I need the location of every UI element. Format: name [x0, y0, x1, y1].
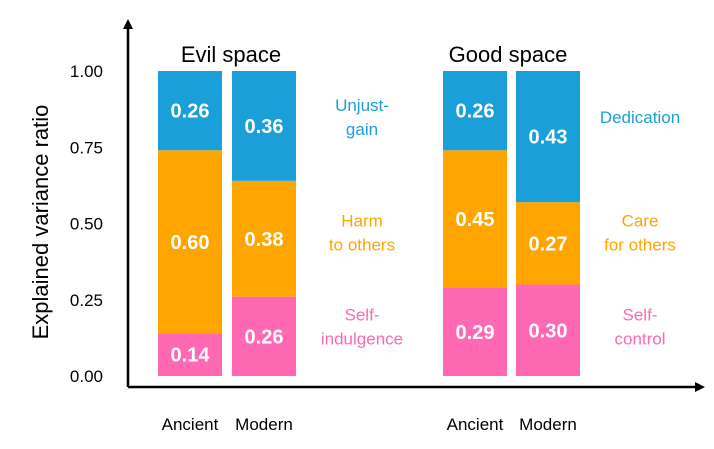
bar-segment — [158, 333, 222, 376]
series-label: Dedication — [600, 108, 680, 127]
bar-value-label: 0.30 — [529, 320, 568, 342]
x-category-label: Modern — [235, 415, 293, 434]
group-title: Good space — [449, 42, 568, 67]
bar-value-label: 0.14 — [171, 345, 211, 367]
bar-value-label: 0.36 — [245, 116, 284, 138]
bar-value-label: 0.26 — [456, 101, 495, 123]
y-tick-labels: 0.00 0.25 0.50 0.75 1.00 — [70, 62, 103, 386]
y-tick-label: 1.00 — [70, 62, 103, 81]
bar-segment — [516, 284, 580, 376]
series-label: Self-control — [614, 306, 665, 349]
bar-segment — [516, 71, 580, 203]
group-title: Evil space — [181, 42, 281, 67]
y-tick-label: 0.50 — [70, 215, 103, 234]
bar-segment — [232, 180, 296, 297]
series-label: Care for others — [604, 212, 676, 255]
bar-value-label: 0.26 — [245, 326, 284, 348]
bar-segment — [232, 71, 296, 181]
bar-value-label: 0.29 — [456, 322, 495, 344]
bar-segment — [232, 296, 296, 376]
bars: 0.14 0.60 0.26 0.26 0.38 0.36 0.29 0.45 0.26 0.30… — [158, 71, 580, 376]
bar-segment — [443, 287, 507, 376]
bar-segment — [443, 71, 507, 151]
y-axis: Explained variance ratio — [28, 19, 133, 387]
series-label: Self-indulgence — [321, 306, 403, 349]
x-category-label: Ancient — [447, 415, 504, 434]
bar-value-label: 0.43 — [529, 127, 568, 149]
x-category-label: Modern — [519, 415, 577, 434]
series-label: Unjust-gain — [335, 96, 389, 139]
y-tick-label: 0.00 — [70, 367, 103, 386]
bar-value-label: 0.27 — [529, 233, 568, 255]
series-label: Harm to others — [329, 212, 395, 255]
x-category-label: Ancient — [162, 415, 219, 434]
bar-value-label: 0.38 — [245, 229, 284, 251]
y-tick-label: 0.75 — [70, 138, 103, 157]
bar-value-label: 0.26 — [171, 101, 210, 123]
y-axis-title: Explained variance ratio — [28, 105, 53, 340]
bar-segment — [516, 202, 580, 285]
y-tick-label: 0.25 — [70, 291, 103, 310]
annotations: Evil space Ancient Modern Self-indulgence Ha… — [162, 42, 681, 434]
bar-value-label: 0.60 — [171, 232, 210, 254]
bar-value-label: 0.45 — [456, 209, 495, 231]
bar-segment — [158, 71, 222, 151]
bar-segment — [443, 150, 507, 288]
bar-segment — [158, 150, 222, 334]
